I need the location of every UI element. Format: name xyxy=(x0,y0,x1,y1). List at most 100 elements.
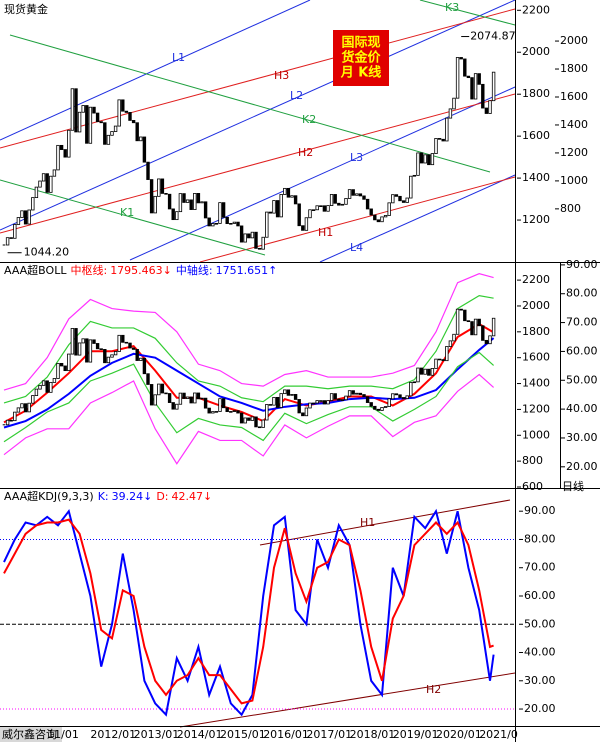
candle xyxy=(369,402,373,407)
x-tick-label: 2013/01 xyxy=(134,728,180,741)
candle xyxy=(254,231,258,249)
candle xyxy=(67,353,71,372)
candle xyxy=(286,187,291,198)
candle xyxy=(272,200,276,214)
candle xyxy=(373,214,377,221)
candle xyxy=(427,154,431,166)
candle xyxy=(20,210,24,218)
candle xyxy=(477,73,481,85)
series-line xyxy=(3,508,495,717)
y-tick-label: 70.00 xyxy=(524,561,556,574)
candle xyxy=(473,318,478,336)
candle xyxy=(56,144,60,171)
candle xyxy=(99,348,103,350)
candle xyxy=(319,400,323,402)
candle xyxy=(329,194,334,206)
trend-line xyxy=(179,672,516,728)
candle xyxy=(124,341,129,344)
candle xyxy=(164,392,168,395)
candle xyxy=(236,410,240,414)
x-tick-label: 2015/01 xyxy=(220,728,266,741)
candle xyxy=(466,75,471,79)
x-tick-label: 11/01 xyxy=(47,728,79,741)
candle xyxy=(171,402,175,410)
y-tick-label: 60.00 xyxy=(524,589,556,602)
candle xyxy=(423,154,427,164)
candle xyxy=(110,354,114,358)
y-tick-label: 800 xyxy=(522,454,543,467)
candle xyxy=(196,193,201,204)
candle xyxy=(218,202,222,224)
note-box xyxy=(333,30,389,86)
candle xyxy=(394,393,399,396)
candle xyxy=(142,136,147,163)
candle xyxy=(142,357,147,375)
candle xyxy=(308,402,312,409)
candle xyxy=(304,407,309,417)
candle xyxy=(394,194,399,197)
y-tick-label: 90.00 xyxy=(524,504,556,517)
trend-label: H3 xyxy=(274,69,289,82)
candle xyxy=(214,223,219,225)
candle xyxy=(113,351,118,356)
candle xyxy=(85,105,89,144)
y-tick-label: 40.00 xyxy=(524,646,556,659)
candle xyxy=(383,406,388,408)
candle xyxy=(459,308,463,311)
x-tick-label: 2018/01 xyxy=(350,728,396,741)
candle xyxy=(59,362,64,367)
candle xyxy=(488,335,492,345)
candle xyxy=(124,110,129,113)
y-tick-label: 2000 xyxy=(522,299,550,312)
candle xyxy=(164,193,168,195)
candle xyxy=(434,138,438,154)
candle xyxy=(214,411,219,413)
y-tick-label: 1800 xyxy=(560,62,588,75)
candle xyxy=(344,395,348,401)
candle xyxy=(265,404,269,421)
candle xyxy=(434,358,438,369)
trend-line xyxy=(0,0,311,141)
trend-label: L1 xyxy=(172,51,185,64)
candle xyxy=(63,365,67,372)
y-tick-label: 1800 xyxy=(522,325,550,338)
candle xyxy=(311,402,316,405)
candle xyxy=(347,390,352,397)
candle xyxy=(203,397,208,409)
candle xyxy=(290,394,294,396)
candle xyxy=(211,223,215,227)
readout: 42.47↓ xyxy=(172,490,213,503)
candle xyxy=(146,373,150,385)
candle xyxy=(139,136,143,142)
candle xyxy=(441,359,445,362)
candle xyxy=(301,225,305,231)
candle xyxy=(31,395,35,404)
x-tick-label: 2017/01 xyxy=(306,728,352,741)
candle xyxy=(103,122,107,145)
candle xyxy=(27,402,31,413)
candle xyxy=(225,407,229,413)
candle xyxy=(167,193,172,210)
candle xyxy=(106,134,111,145)
y-tick-label: 20.00 xyxy=(524,702,556,715)
candle xyxy=(149,179,154,214)
candle xyxy=(445,346,449,362)
series-line xyxy=(3,337,495,429)
candle xyxy=(160,383,165,394)
candle xyxy=(470,77,474,100)
candle xyxy=(207,407,211,414)
candle xyxy=(38,180,42,188)
candle xyxy=(247,417,251,421)
candle xyxy=(207,217,211,227)
chart-title: 现货黄金 xyxy=(4,2,48,16)
candle xyxy=(49,175,53,193)
candle xyxy=(117,334,121,352)
candle xyxy=(221,202,226,218)
x-tick-label: 2019/01 xyxy=(393,728,439,741)
candle xyxy=(88,106,93,144)
panel-header: AAA超BOLL 中枢线: 1795.463↓ 中轴线: 1751.651↑ xyxy=(4,263,277,277)
series-line xyxy=(3,518,494,705)
candle xyxy=(149,384,154,406)
candle xyxy=(196,392,201,400)
